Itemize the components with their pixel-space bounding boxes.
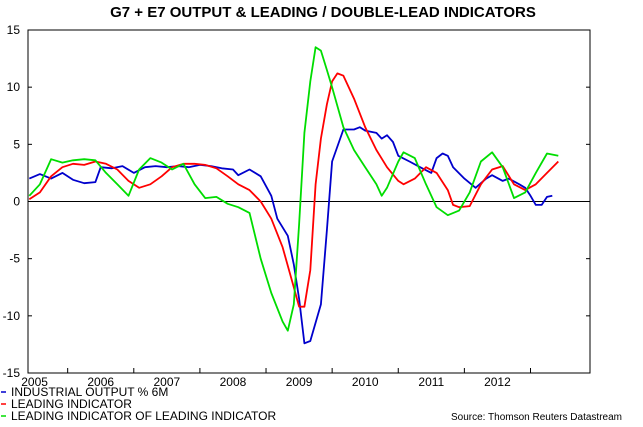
legend-label-3: LEADING INDICATOR OF LEADING INDICATOR — [11, 409, 276, 423]
chart-title: G7 + E7 OUTPUT & LEADING / DOUBLE-LEAD I… — [110, 4, 536, 21]
x-tick-label: 2009 — [286, 375, 313, 389]
source-note: Source: Thomson Reuters Datastream — [451, 412, 622, 423]
y-tick-label: -15 — [3, 366, 21, 380]
y-tick-label: 5 — [13, 137, 20, 151]
y-tick-label: 15 — [7, 23, 21, 37]
legend-label-1: INDUSTRIAL OUTPUT % 6M — [11, 385, 168, 399]
y-tick-label: -10 — [3, 309, 21, 323]
x-tick-label: 2008 — [220, 375, 247, 389]
x-tick-label: 2005 — [21, 375, 48, 389]
series-line-3 — [28, 46, 559, 332]
legend-label-2: LEADING INDICATOR — [11, 397, 132, 411]
series-line-1 — [28, 126, 553, 345]
y-tick-label: 10 — [7, 80, 21, 94]
y-tick-label: 0 — [13, 195, 20, 209]
x-tick-label: 2010 — [352, 375, 379, 389]
series-line-2 — [28, 72, 559, 308]
x-tick-label: 2006 — [87, 375, 114, 389]
x-tick-label: 2011 — [418, 375, 444, 389]
x-tick-label: 2012 — [484, 375, 511, 389]
y-tick-label: -5 — [9, 252, 20, 266]
x-tick-label: 2007 — [153, 375, 180, 389]
